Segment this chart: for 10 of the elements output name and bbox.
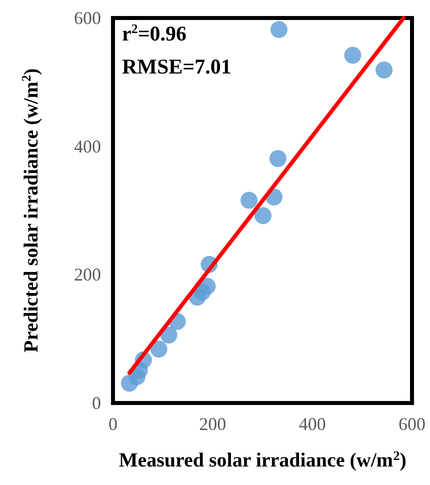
y-tick-label: 600 [74, 8, 101, 28]
x-tick-label: 400 [298, 414, 326, 434]
annotation: RMSE=7.01 [122, 54, 232, 78]
x-tick-label: 600 [398, 414, 426, 434]
y-tick-label: 200 [74, 264, 101, 285]
y-tick-label: 400 [74, 136, 101, 156]
x-tick-label: 0 [108, 414, 118, 434]
y-axis-title: Predicted solar irradiance (w/m2) [18, 68, 42, 353]
y-tick-label: 0 [92, 393, 101, 413]
x-tick-label: 200 [199, 414, 226, 434]
